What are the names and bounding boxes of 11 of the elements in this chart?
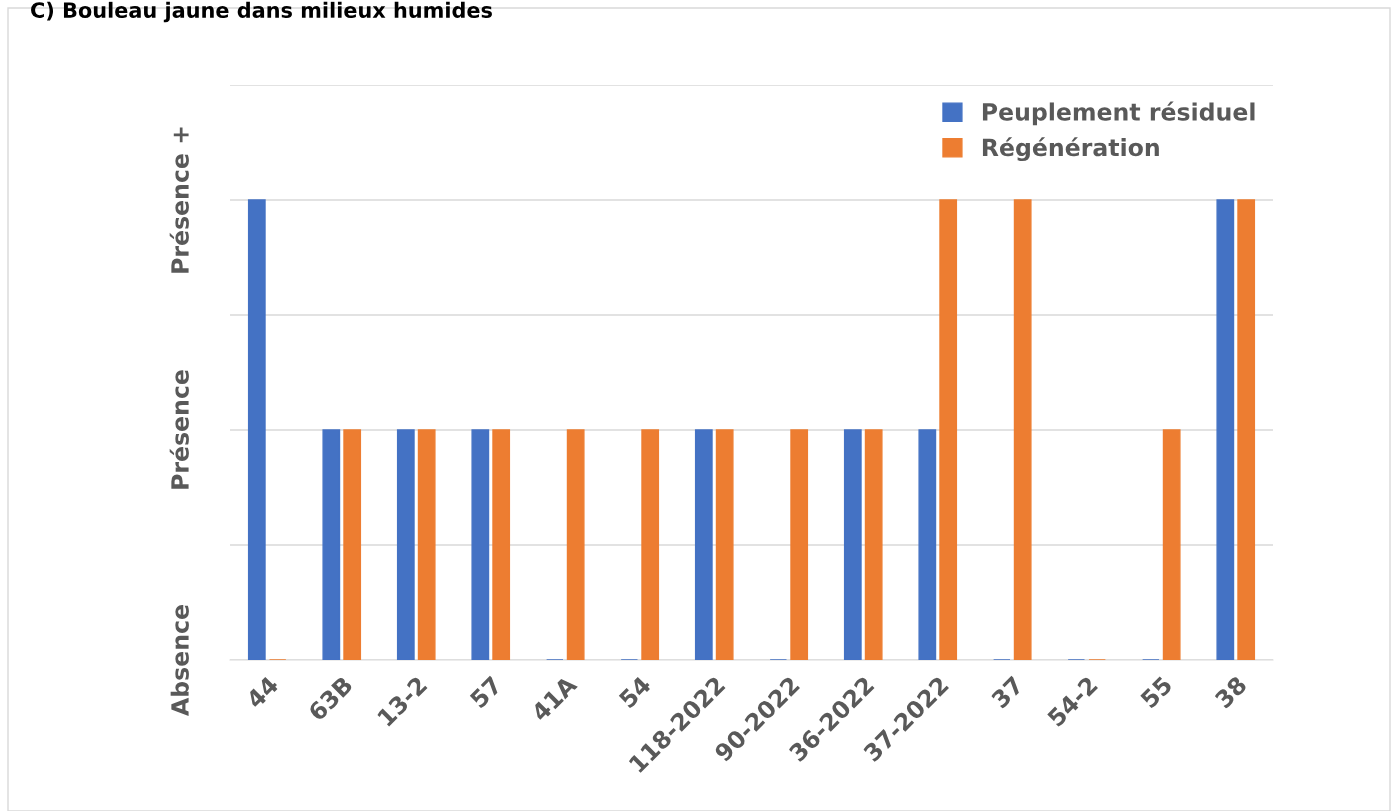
x-tick-label: 55: [1139, 675, 1174, 709]
text: Présence +: [169, 127, 189, 273]
legend-label: Peuplement résiduel: [982, 101, 1255, 126]
text: Absence: [170, 605, 189, 716]
x-tick-label: 44: [245, 675, 280, 710]
chart-title: C) Bouleau jaune dans milieux humides: [31, 1, 492, 23]
text: Présence: [169, 370, 189, 489]
legend-label: Régénération: [982, 137, 1159, 162]
x-tick-label: 57: [469, 675, 503, 709]
x-tick-label: 37: [990, 675, 1024, 709]
x-tick-label: 38: [1213, 675, 1248, 709]
